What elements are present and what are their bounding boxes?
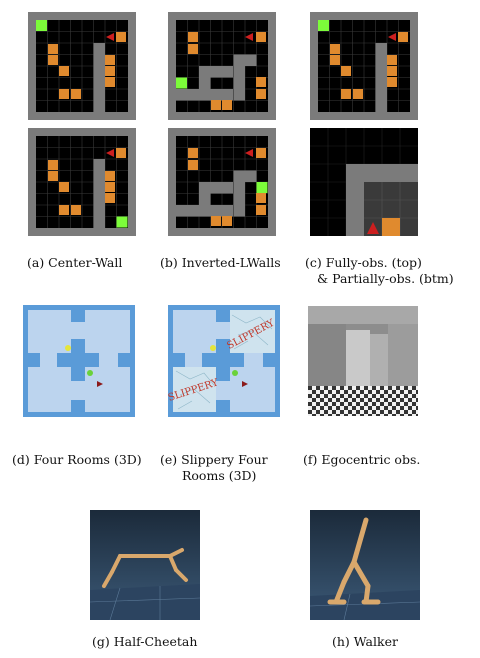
goal-marker: [65, 345, 71, 351]
cheetah-body: [102, 548, 188, 588]
panel-egocentric-obs: [308, 306, 418, 416]
panel-four-rooms: [23, 305, 135, 417]
panel-inverted-lwalls-top: [168, 12, 276, 120]
panel-center-wall-top: [28, 12, 136, 120]
lava-tiles: [48, 32, 126, 99]
caption-b: (b) Inverted-LWalls: [160, 255, 281, 270]
panel-fully-obs-top: [310, 12, 418, 120]
lava-tiles: [188, 32, 266, 110]
agent-marker: [242, 381, 248, 387]
walker-body: [327, 517, 381, 605]
lava-tiles: [48, 148, 126, 215]
panel-walker: [310, 510, 420, 620]
goal-tile: [318, 20, 329, 31]
agent-marker: [367, 222, 379, 234]
panel-inverted-lwalls-bottom: [168, 128, 276, 236]
panel-center-wall-bottom: [28, 128, 136, 236]
panel-slippery-four-rooms: SLIPPERY SLIPPERY: [168, 305, 280, 417]
agent-marker: [245, 33, 253, 41]
caption-h: (h) Walker: [332, 634, 398, 649]
goal-tile: [256, 182, 268, 193]
agent-marker: [106, 149, 114, 157]
goal-marker: [210, 345, 216, 351]
caption-e: (e) Slippery Four Rooms (3D): [160, 452, 268, 483]
caption-g: (g) Half-Cheetah: [92, 634, 198, 649]
caption-c: (c) Fully-obs. (top) & Partially-obs. (b…: [305, 255, 454, 286]
panel-half-cheetah: [90, 510, 200, 620]
goal-tile: [36, 20, 47, 31]
goal-tile: [176, 77, 187, 89]
goal-tile: [116, 216, 128, 228]
caption-f: (f) Egocentric obs.: [303, 452, 421, 467]
panel-partially-obs-bottom: [310, 128, 418, 236]
caption-a: (a) Center-Wall: [27, 255, 123, 270]
agent-marker: [97, 381, 103, 387]
caption-d: (d) Four Rooms (3D): [12, 452, 142, 467]
agent-marker: [106, 33, 114, 41]
lava-tiles: [330, 32, 408, 99]
agent-marker: [245, 149, 253, 157]
lava-tile: [382, 218, 400, 236]
lava-tiles: [188, 148, 266, 226]
agent-marker: [388, 33, 396, 41]
